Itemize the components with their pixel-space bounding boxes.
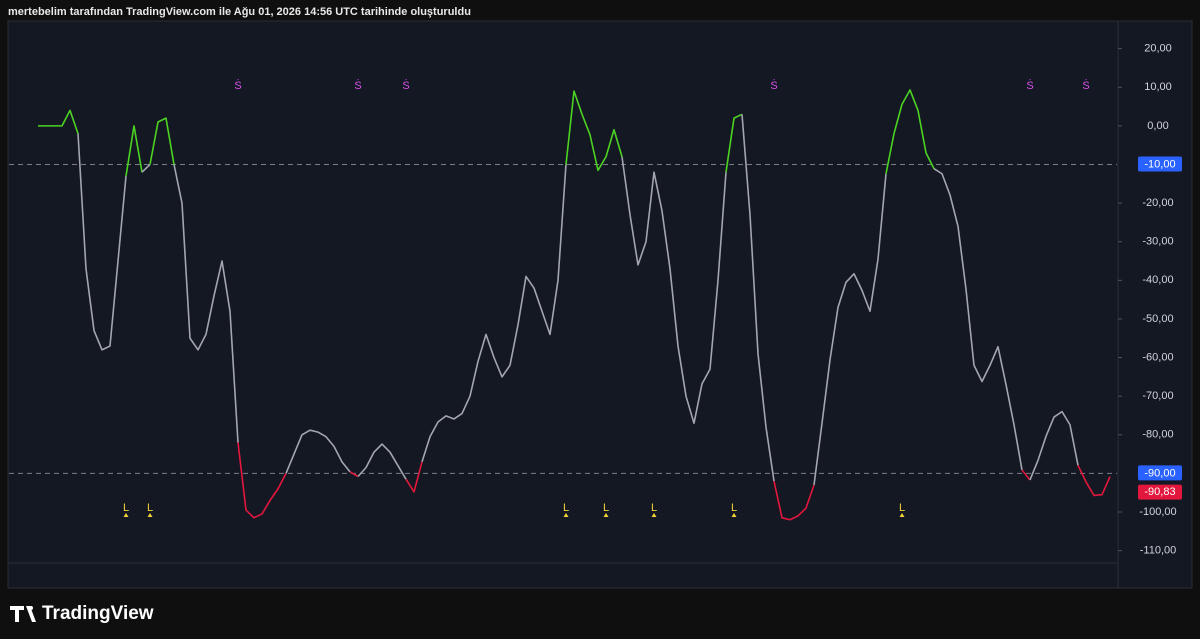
line-segment xyxy=(125,125,143,177)
brand: TradingView xyxy=(42,603,154,624)
line-segment xyxy=(565,90,623,172)
line-segment xyxy=(725,113,743,173)
line-segment xyxy=(357,443,407,480)
buy-signal-arrow xyxy=(563,513,569,517)
buy-signal-arrow xyxy=(603,513,609,517)
y-tick-label: -60,00 xyxy=(1142,351,1173,363)
line-segment xyxy=(141,163,151,173)
line-segment xyxy=(621,156,727,425)
line-segment xyxy=(405,461,423,493)
sell-signal: Ṡ xyxy=(1026,79,1033,92)
buy-signal-arrow xyxy=(123,513,129,517)
last-value-label: -90,83 xyxy=(1144,486,1175,498)
line-segment xyxy=(77,133,127,351)
buy-signal: L xyxy=(147,502,153,514)
line-segment xyxy=(237,442,287,519)
line-segment xyxy=(149,117,175,165)
buy-signal: L xyxy=(603,502,609,514)
line-segment xyxy=(38,109,79,134)
buy-signal: L xyxy=(899,502,905,514)
y-tick-label: 0,00 xyxy=(1147,120,1168,132)
header: mertebelim tarafından TradingView.com il… xyxy=(8,6,471,18)
y-tick-label: -80,00 xyxy=(1142,429,1173,441)
buy-signal: L xyxy=(563,502,569,514)
sell-signal: Ṡ xyxy=(234,79,241,92)
y-tick-label: -100,00 xyxy=(1139,506,1176,518)
last-value-badge xyxy=(1138,484,1182,500)
threshold-label: -10,00 xyxy=(1144,158,1175,170)
y-tick-label: -110,00 xyxy=(1140,545,1177,557)
line-segment xyxy=(173,164,239,443)
logo-icon xyxy=(10,606,36,622)
y-tick-label: 20,00 xyxy=(1144,43,1172,55)
y-tick-label: -70,00 xyxy=(1142,390,1173,402)
line-segment xyxy=(1029,410,1079,481)
logo-dot xyxy=(29,606,33,610)
sell-signal: Ṡ xyxy=(1082,79,1089,92)
line-segment xyxy=(813,173,887,486)
buy-signal-arrow xyxy=(899,513,905,517)
line-segment xyxy=(349,471,359,478)
y-tick-label: -50,00 xyxy=(1142,313,1173,325)
buy-signal: L xyxy=(123,502,129,514)
threshold-label: -90,00 xyxy=(1144,467,1175,479)
sell-signal: Ṡ xyxy=(402,79,409,92)
y-tick-label: -20,00 xyxy=(1142,197,1173,209)
y-tick-label: 10,00 xyxy=(1144,81,1172,93)
logo xyxy=(10,606,36,622)
sell-signal: Ṡ xyxy=(770,79,777,92)
sell-signal: Ṡ xyxy=(354,79,361,92)
buy-signal-arrow xyxy=(731,513,737,517)
chart-panel xyxy=(7,20,1193,589)
line-segment xyxy=(1077,464,1111,497)
line-segment xyxy=(773,480,815,521)
line-segment xyxy=(1021,469,1031,481)
threshold-badge xyxy=(1138,156,1182,172)
line-segment xyxy=(885,89,935,174)
threshold-badge xyxy=(1138,465,1182,481)
y-tick-label: -40,00 xyxy=(1142,274,1173,286)
line-segment xyxy=(741,114,775,482)
line-segment xyxy=(421,164,567,463)
buy-signal-arrow xyxy=(651,513,657,517)
line-segment xyxy=(933,168,1023,471)
buy-signal: L xyxy=(731,502,737,514)
buy-signal: L xyxy=(651,502,657,514)
y-tick-label: -30,00 xyxy=(1142,236,1173,248)
buy-signal-arrow xyxy=(147,513,153,517)
line-segment xyxy=(285,429,351,474)
